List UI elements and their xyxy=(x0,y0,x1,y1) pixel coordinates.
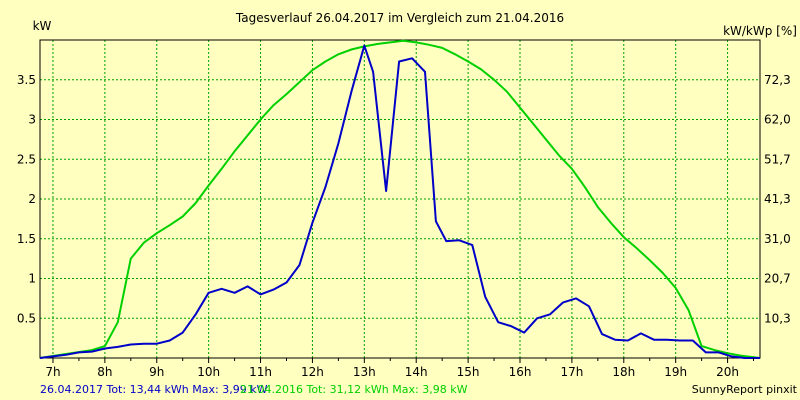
y-tick-label-left: 1 xyxy=(28,272,36,286)
y-tick-label-right: 62,0 xyxy=(764,113,791,127)
y-tick-label-right: 20,7 xyxy=(764,272,791,286)
y-tick-label-right: 10,3 xyxy=(764,311,791,325)
y-tick-label-left: 2.5 xyxy=(17,152,36,166)
y-tick-label-right: 31,0 xyxy=(764,232,791,246)
x-tick-label: 18h xyxy=(612,365,635,379)
x-tick-label: 9h xyxy=(149,365,164,379)
y-tick-label-right: 72,3 xyxy=(764,73,791,87)
y-ticks-left: 0.5 1 1.5 2 2.5 3 3.5 xyxy=(17,73,36,326)
x-tick-label: 12h xyxy=(301,365,324,379)
y-tick-label-left: 0.5 xyxy=(17,311,36,325)
footer-series2-summary: 21.04.2016 Tot: 31,12 kWh Max: 3,98 kW xyxy=(240,383,468,396)
y-tick-label-left: 2 xyxy=(28,192,36,206)
x-tick-label: 13h xyxy=(353,365,376,379)
x-tick-label: 19h xyxy=(664,365,687,379)
chart-title: Tagesverlauf 26.04.2017 im Vergleich zum… xyxy=(235,11,564,25)
y-tick-label-left: 3.5 xyxy=(17,73,36,87)
y-axis-label-right: kW/kWp [%] xyxy=(723,24,797,38)
series-layer xyxy=(39,39,761,359)
x-tick-label: 8h xyxy=(97,365,112,379)
x-tick-label: 17h xyxy=(560,365,583,379)
x-ticks: 7h 8h 9h 10h 11h 12h 13h 14h 15h 16h 17h 18h 19h 20h xyxy=(45,358,755,379)
y-tick-label-left: 1.5 xyxy=(17,232,36,246)
y-axis-label-left: kW xyxy=(33,19,52,33)
footer-series1-summary: 26.04.2017 Tot: 13,44 kWh Max: 3,99 kW xyxy=(40,383,268,396)
plot-area-border xyxy=(39,39,761,359)
plot-frame xyxy=(39,39,761,359)
y-tick-label-right: 41,3 xyxy=(764,192,791,206)
series-line-26.04.2017 xyxy=(39,44,760,359)
footer-brand: SunnyReport pinxit xyxy=(692,383,798,396)
x-tick-label: 10h xyxy=(197,365,220,379)
y-ticks-right: 10,3 20,7 31,0 41,3 51,7 62,0 72,3 xyxy=(764,73,791,326)
y-tick-label-left: 3 xyxy=(28,113,36,127)
grid xyxy=(40,40,760,358)
footer: 26.04.2017 Tot: 13,44 kWh Max: 3,99 kW 2… xyxy=(40,383,798,396)
x-tick-label: 20h xyxy=(716,365,739,379)
y-tick-label-right: 51,7 xyxy=(764,152,791,166)
x-tick-label: 11h xyxy=(249,365,272,379)
x-tick-label: 15h xyxy=(457,365,480,379)
series-line-21.04.2016 xyxy=(39,39,761,359)
x-tick-label: 16h xyxy=(509,365,532,379)
x-tick-label: 7h xyxy=(45,365,60,379)
x-tick-label: 14h xyxy=(405,365,428,379)
